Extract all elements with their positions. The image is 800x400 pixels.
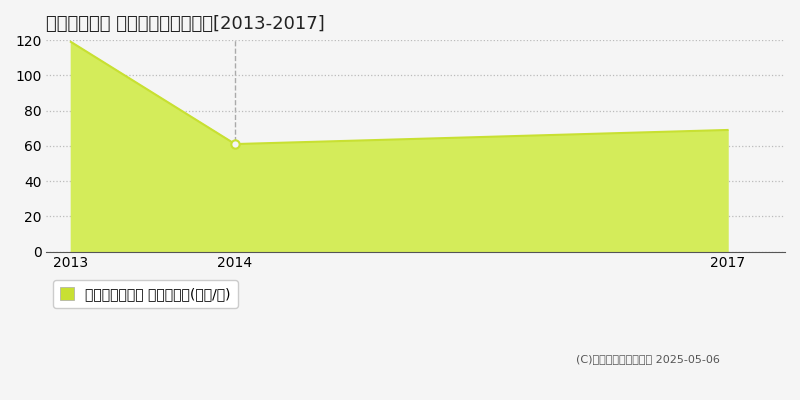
- Text: (C)土地価格ドットコム 2025-05-06: (C)土地価格ドットコム 2025-05-06: [576, 354, 720, 364]
- Legend: マンション価格 平均坪単価(万円/坪): マンション価格 平均坪単価(万円/坪): [53, 280, 238, 308]
- Text: 日立市多賀町 マンション価格推移[2013-2017]: 日立市多賀町 マンション価格推移[2013-2017]: [46, 15, 325, 33]
